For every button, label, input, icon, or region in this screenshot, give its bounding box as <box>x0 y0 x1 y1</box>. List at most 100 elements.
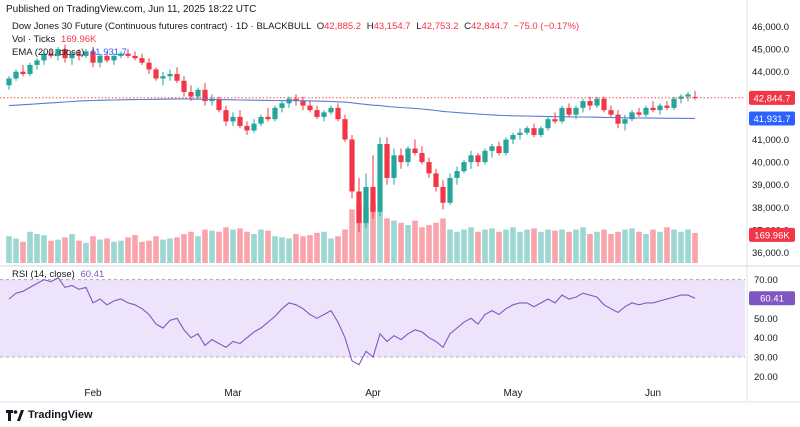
volume-bar <box>524 229 530 263</box>
volume-bar <box>41 235 47 263</box>
candle-body <box>160 76 166 79</box>
ema-legend[interactable]: EMA (200, close) 41,931.7 <box>12 47 127 58</box>
rsi-badge-box <box>749 291 795 306</box>
change-value: −75.0 (−0.17%) <box>513 21 580 32</box>
price-tick-label: 41,000.0 <box>752 135 789 146</box>
candle-body <box>692 96 698 98</box>
candle-body <box>468 155 474 163</box>
volume-bar <box>447 229 453 263</box>
tradingview-logo[interactable]: TradingView <box>6 409 93 421</box>
candle-body <box>20 71 26 74</box>
candle-body <box>587 101 593 106</box>
candle-body <box>398 155 404 163</box>
candles <box>6 44 698 233</box>
volume-bar <box>657 231 663 263</box>
volume-bar <box>153 236 159 263</box>
volume-bar <box>503 229 509 263</box>
candle-body <box>132 55 138 59</box>
volume-bar <box>111 241 117 263</box>
volume-bar <box>426 225 432 263</box>
candle-body <box>636 112 642 115</box>
rsi-legend[interactable]: RSI (14, close) 60.41 <box>12 269 104 280</box>
ema-badge: 41,931.7 <box>749 111 795 126</box>
candle-body <box>314 110 320 117</box>
volume-legend[interactable]: Vol · Ticks 169.96K <box>12 34 96 45</box>
candle-body <box>258 116 264 124</box>
candle-body <box>664 105 670 108</box>
candle-body <box>426 162 432 174</box>
volume-bar <box>258 229 264 263</box>
candle-body <box>685 94 691 97</box>
volume-bar <box>454 231 460 263</box>
volume-bar <box>643 234 649 263</box>
symbol-title: Dow Jones 30 Future (Continuous futures … <box>12 21 312 32</box>
volume-bar <box>209 230 215 263</box>
candle-body <box>195 89 201 97</box>
candle-body <box>34 60 40 65</box>
volume-bar <box>461 229 467 263</box>
symbol-legend[interactable]: Dow Jones 30 Future (Continuous futures … <box>12 21 579 32</box>
candle-body <box>510 134 516 140</box>
price-tick-label: 36,000.0 <box>752 248 789 259</box>
last-price-badge-box <box>749 90 795 105</box>
volume-bar <box>272 236 278 263</box>
open-label: O <box>316 21 325 32</box>
volume-bar <box>664 227 670 263</box>
candle-body <box>209 98 215 102</box>
candle-body <box>643 107 649 115</box>
volume-bar <box>622 229 628 263</box>
candle-body <box>559 107 565 122</box>
volume-bar <box>384 218 390 263</box>
price-tick-label: 38,000.0 <box>752 203 789 214</box>
low-label: L <box>416 21 422 32</box>
candle-body <box>594 98 600 106</box>
volume-bar <box>489 228 495 263</box>
price-tick-label: 45,000.0 <box>752 45 789 56</box>
volume-bar <box>314 232 320 263</box>
rsi-line <box>8 276 696 366</box>
rsi-tick-label: 20.00 <box>754 372 778 383</box>
candle-body <box>279 103 285 108</box>
volume-bar <box>335 236 341 263</box>
volume-bar <box>342 229 348 263</box>
volume-bar <box>279 237 285 263</box>
candle-body <box>48 53 54 56</box>
candle-body <box>531 128 537 135</box>
value-badges: 42,844.7 41,931.7 169.96K 60.41 <box>749 90 795 306</box>
volume-bar <box>468 227 474 263</box>
candle-body <box>580 101 586 108</box>
volume-bar <box>349 209 355 263</box>
volume-bar <box>636 231 642 263</box>
candle-body <box>27 64 33 74</box>
volume-bar <box>398 222 404 263</box>
candle-body <box>447 177 453 203</box>
volume-bar <box>265 230 271 263</box>
close-value: 42,844.7 <box>471 21 508 32</box>
candle-body <box>608 110 614 115</box>
volume-bar <box>230 229 236 263</box>
candle-body <box>216 98 222 111</box>
volume-bar <box>188 231 194 263</box>
candle-body <box>181 80 187 93</box>
ema-badge-box <box>749 111 795 126</box>
volume-bar <box>139 241 145 263</box>
candle-body <box>615 114 621 124</box>
volume-bar <box>307 235 313 263</box>
ema-line <box>8 98 695 119</box>
rsi-tick-label: 50.00 <box>754 314 778 325</box>
volume-bar <box>496 231 502 263</box>
volume-bar <box>580 227 586 263</box>
volume-bar <box>482 229 488 263</box>
candle-body <box>90 51 96 63</box>
candle-body <box>13 71 19 79</box>
candle-body <box>342 119 348 140</box>
candle-body <box>573 107 579 115</box>
volume-bar <box>69 234 75 263</box>
candle-body <box>76 53 82 56</box>
candle-body <box>244 125 250 131</box>
candle-body <box>188 92 194 97</box>
candle-body <box>202 89 208 102</box>
volume-bar <box>125 237 131 263</box>
candle-body <box>265 116 271 120</box>
